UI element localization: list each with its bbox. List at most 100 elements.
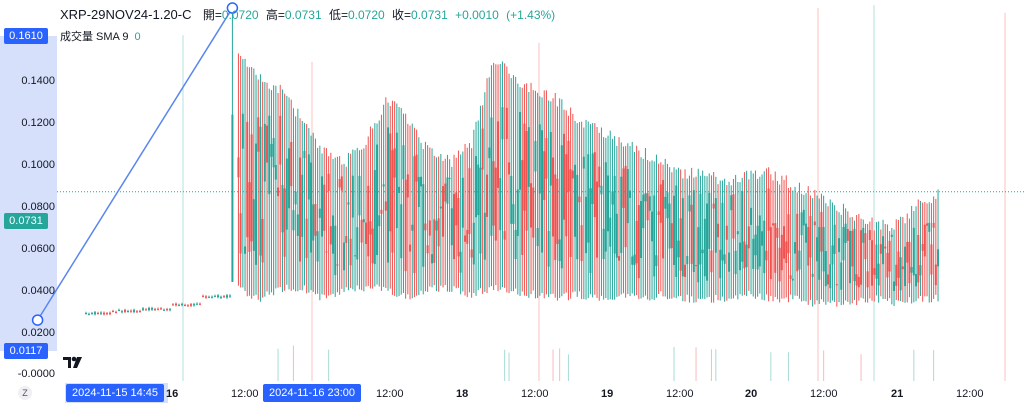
candle-body [692,190,695,273]
candle-body [166,309,168,311]
candle-body [646,193,649,221]
candle-body [536,227,539,247]
candle-body [492,161,495,226]
candle-body [360,219,363,243]
x-tick-label: 12:00 [956,388,984,400]
candle-body [277,187,280,197]
candle-body [794,242,797,254]
candle-body [413,156,416,274]
candle-body [712,203,715,209]
candle-body [231,114,234,282]
candle-body [310,162,313,253]
candle-body [567,140,570,192]
candle-body [637,205,640,279]
candle-body [538,124,541,194]
candle-body [717,223,720,238]
candle-body [358,175,361,216]
candles [85,8,940,316]
zoom-reset-button[interactable]: Z [18,386,32,400]
candle-body [261,218,264,263]
candle-body [494,167,497,241]
symbol-name[interactable]: XRP-29NOV24-1.20-C [60,7,192,22]
candle-body [589,188,592,274]
candle-body [613,175,616,254]
candle-body [686,255,689,265]
candle-body [490,117,493,236]
candle-body [281,184,284,233]
candle-body [642,194,645,229]
x-tick-label: 12:00 [231,388,259,400]
candle-body [684,264,687,277]
candle-body [272,137,275,168]
candle-body [151,308,153,310]
candle-body [912,227,915,276]
candle-body [202,295,204,297]
candle-body [266,125,269,163]
candle-body [160,308,162,310]
candle-body [895,264,898,286]
candle-body [85,313,87,315]
candle-body [175,303,177,306]
candle-body [534,140,537,172]
volume-indicator-legend[interactable]: 成交量 SMA 9 0 [60,28,145,44]
change-value: +0.0010 [455,8,499,22]
candle-body [349,238,352,266]
time-axis-panel[interactable] [0,381,1024,403]
candle-body [292,210,295,231]
candle-body [519,112,522,190]
candle-body [290,141,293,187]
close-value: 0.0731 [411,8,448,22]
candle-body [356,227,359,260]
x-tick-label: 12:00 [521,388,549,400]
candle-body [109,312,111,315]
candle-body [618,256,621,261]
candle-body [316,231,319,262]
candle-body [906,241,909,263]
x-tick-label: 16 [166,388,179,400]
candle-body [239,213,242,254]
candle-body [934,264,937,286]
trend-line-start-handle[interactable] [31,314,44,326]
candle-body [600,185,603,195]
candle-body [103,312,105,315]
candle-body [329,226,332,245]
candle-body [244,246,247,254]
candle-body [668,203,671,249]
candle-body [274,164,277,180]
trend-line[interactable] [36,7,234,321]
candle-body [908,241,911,284]
candle-body [767,188,770,231]
price-chart[interactable] [0,0,1024,381]
candle-body [223,296,225,298]
candle-body [552,157,555,237]
candle-body [354,255,357,257]
low-value: 0.0720 [347,8,385,22]
candle-body [695,265,698,267]
trend-line-end-handle[interactable] [226,2,239,14]
candle-body [142,308,144,310]
candle-body [662,180,665,259]
candle-body [743,241,746,269]
candle-body [824,251,827,287]
candle-body [585,196,588,254]
candle-body [765,250,768,261]
candle-body [285,158,288,230]
candle-body [688,195,691,212]
candle-body [783,226,786,259]
candle-body [136,311,138,313]
candle-body [503,231,506,240]
trend-top-price-tag: 0.1610 [4,28,48,44]
candle-body [609,217,612,247]
candle-body [758,215,761,267]
candle-body [574,164,577,237]
candle-body [250,134,253,242]
change-percent: (+1.43%) [506,8,556,22]
candle-body [100,312,102,314]
candle-body [776,227,779,238]
candle-body [774,223,777,273]
candle-body [569,169,572,258]
candle-body [501,107,504,140]
candle-body [728,252,731,272]
candle-body [332,215,335,254]
candle-body [307,154,310,200]
